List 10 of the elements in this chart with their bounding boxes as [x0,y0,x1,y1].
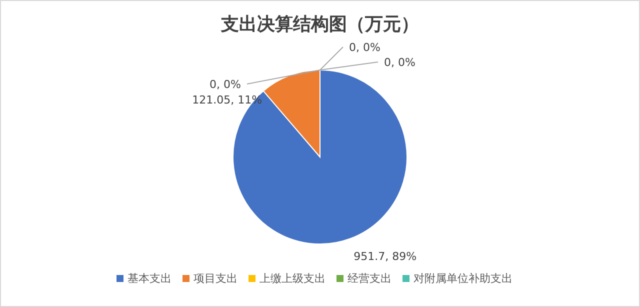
legend-label: 对附属单位补助支出 [414,272,512,285]
text: 0, 0% [349,41,380,54]
data-label: 951.7, 89% [354,250,417,263]
text: 0, 0% [210,78,241,91]
text: 0, 0% [384,56,416,69]
legend-label: 项目支出 [194,272,238,285]
chart-title: 支出决算结构图（万元） [220,14,419,35]
legend-label: 经营支出 [348,272,392,285]
legend-label: 上缴上级支出 [260,272,326,285]
legend-label: 基本支出 [128,272,172,285]
